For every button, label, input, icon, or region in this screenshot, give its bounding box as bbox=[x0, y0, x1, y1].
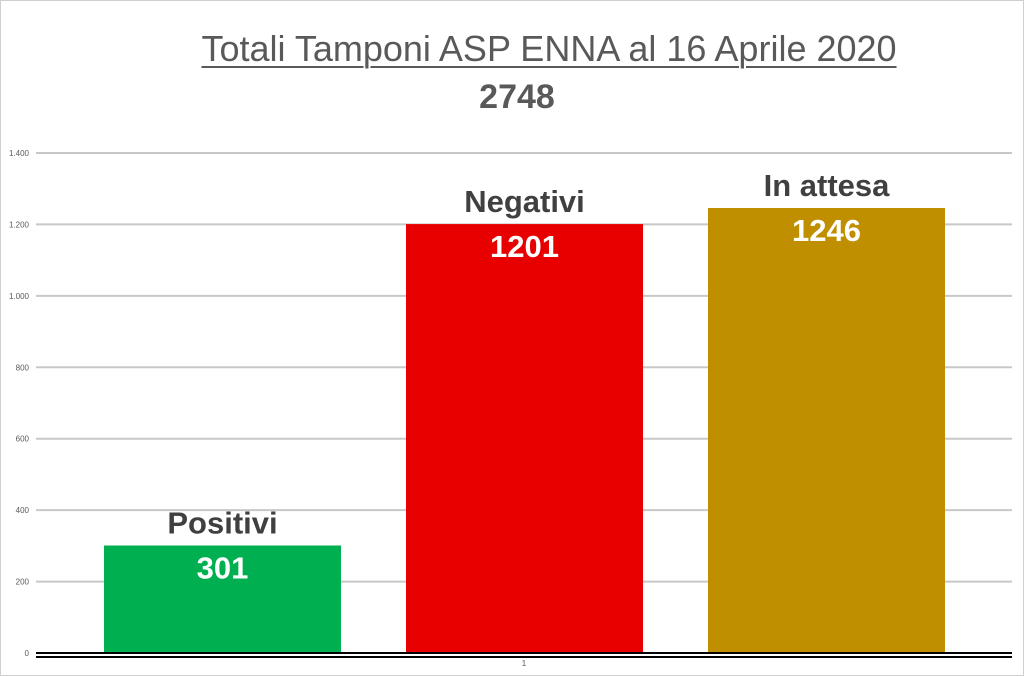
data-label: 1246 bbox=[792, 213, 861, 248]
total-count: 2748 bbox=[479, 78, 555, 116]
y-tick-label: 1.400 bbox=[9, 149, 30, 158]
data-label: 1201 bbox=[490, 229, 559, 264]
series-name-label: Positivi bbox=[167, 506, 277, 541]
y-tick-label: 200 bbox=[16, 578, 30, 587]
chart-title: Totali Tamponi ASP ENNA al 16 Aprile 202… bbox=[201, 28, 897, 69]
bar bbox=[104, 545, 341, 653]
bars: Positivi 301 Negativi 1201 In attesa 1246 bbox=[104, 168, 945, 654]
x-axis: 1 bbox=[36, 652, 1012, 668]
data-label: 301 bbox=[197, 551, 249, 586]
y-tick-label: 1.000 bbox=[9, 292, 30, 301]
bar bbox=[708, 208, 945, 653]
y-tick-label: 1.200 bbox=[9, 220, 30, 229]
y-tick-label: 400 bbox=[16, 506, 30, 515]
series-name-label: In attesa bbox=[764, 168, 891, 203]
x-tick-label: 1 bbox=[522, 659, 527, 668]
y-tick-label: 600 bbox=[16, 435, 30, 444]
series-name-label: Negativi bbox=[464, 184, 585, 219]
y-tick-label: 800 bbox=[16, 363, 30, 372]
y-axis: 0 200 400 600 800 1.000 1.200 1.400 bbox=[9, 149, 30, 658]
bar bbox=[406, 224, 643, 654]
y-tick-label: 0 bbox=[25, 649, 30, 658]
